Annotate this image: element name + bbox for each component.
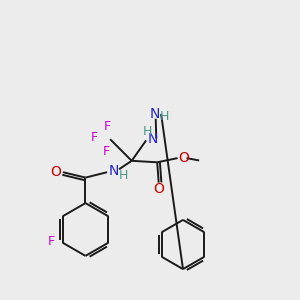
- Text: O: O: [154, 182, 164, 196]
- Text: H: H: [160, 110, 169, 123]
- Text: H: H: [118, 169, 128, 182]
- Text: O: O: [50, 165, 61, 178]
- Text: F: F: [91, 131, 98, 144]
- Text: H: H: [143, 125, 152, 138]
- Text: N: N: [149, 107, 160, 121]
- Text: N: N: [148, 132, 158, 145]
- Text: N: N: [109, 164, 119, 178]
- Text: F: F: [104, 120, 111, 133]
- Text: O: O: [178, 151, 189, 164]
- Text: F: F: [103, 145, 110, 158]
- Text: F: F: [48, 235, 55, 248]
